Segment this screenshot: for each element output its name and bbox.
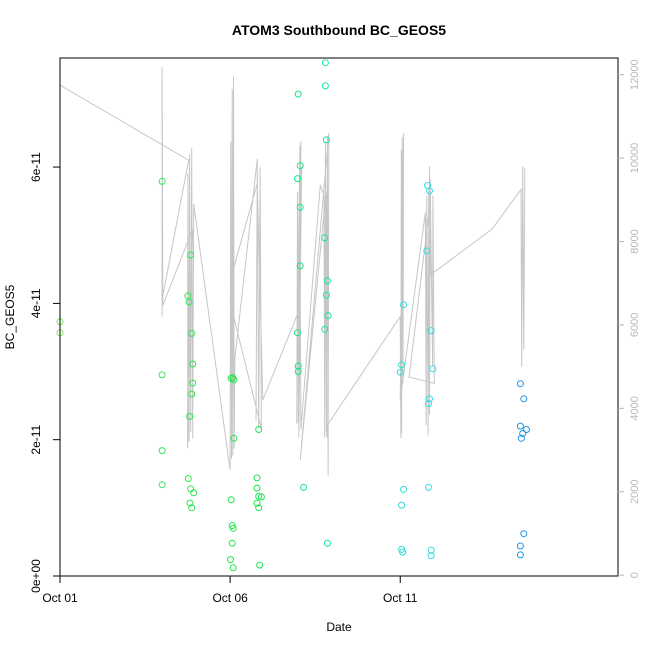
data-point (158, 447, 166, 455)
data-point (190, 489, 198, 497)
data-point (321, 325, 329, 333)
data-point (257, 493, 265, 501)
data-point (294, 362, 302, 370)
chart-title: ATOM3 Southbound BC_GEOS5 (232, 22, 446, 38)
data-point (185, 298, 193, 306)
data-point (188, 504, 196, 512)
data-point (294, 90, 302, 98)
data-point (321, 234, 329, 242)
data-point (425, 400, 432, 408)
x-tick-label: Oct 06 (212, 591, 248, 605)
data-point (184, 475, 192, 482)
y-tick-label: 6e-11 (29, 152, 43, 182)
y2-tick-label: 12000 (629, 59, 641, 90)
data-point (296, 203, 304, 211)
data-point (398, 501, 406, 509)
data-point (516, 542, 524, 550)
data-point (255, 426, 263, 433)
data-point (255, 504, 263, 512)
data-point (523, 426, 530, 433)
data-point (294, 175, 301, 183)
data-point (253, 499, 261, 507)
y-axis-label: BC_GEOS5 (3, 284, 17, 349)
data-point (321, 82, 329, 90)
data-point (520, 395, 528, 403)
data-point (158, 481, 166, 489)
y2-tick-label: 6000 (629, 313, 641, 337)
data-point (517, 434, 525, 442)
data-point (189, 379, 197, 387)
data-point (253, 484, 261, 492)
y-tick-label: 2e-11 (29, 424, 43, 454)
data-point (296, 162, 304, 170)
data-point (256, 561, 264, 569)
data-point (158, 177, 166, 185)
x-axis: Oct 01 Oct 06 Oct 11 (42, 576, 418, 605)
data-point (427, 327, 435, 335)
data-point (322, 136, 330, 144)
data-point (429, 365, 437, 373)
data-point (300, 483, 308, 491)
data-point (296, 262, 304, 270)
y2-axis: 0 2000 4000 6000 8000 10000 12000 (618, 59, 641, 578)
y2-tick-label: 8000 (629, 229, 641, 253)
data-point (427, 552, 435, 560)
data-point (519, 430, 527, 437)
data-point (323, 277, 331, 285)
data-point (425, 483, 432, 491)
data-point (396, 368, 404, 376)
data-point (189, 360, 197, 368)
data-points-layer (56, 59, 530, 572)
data-point (186, 413, 194, 420)
data-point (228, 539, 236, 547)
y-tick-label: 0e+00 (29, 559, 43, 593)
y2-tick-label: 4000 (629, 396, 641, 420)
data-point (321, 59, 329, 67)
data-point (423, 247, 431, 255)
y2-tick-label: 0 (629, 572, 641, 578)
data-point (227, 496, 235, 504)
y-tick-label: 4e-11 (29, 288, 43, 318)
data-point (230, 434, 238, 442)
data-point (323, 539, 331, 547)
y2-tick-label: 2000 (629, 480, 641, 504)
data-point (187, 251, 195, 259)
data-point (158, 371, 166, 379)
data-point (255, 492, 263, 500)
data-point (229, 564, 237, 572)
data-point (400, 485, 408, 493)
data-point (516, 422, 524, 430)
data-point (426, 187, 433, 195)
data-point (399, 548, 407, 556)
data-point (322, 291, 330, 299)
data-point (188, 329, 196, 337)
altitude-line-layer (59, 67, 526, 476)
data-point (227, 556, 234, 564)
altitude-series-line (59, 67, 526, 476)
data-point (253, 474, 261, 482)
data-point (186, 499, 194, 507)
plot-frame (59, 57, 619, 577)
data-point (516, 380, 524, 388)
data-point (400, 301, 408, 309)
data-point (294, 329, 301, 337)
data-point (516, 551, 524, 559)
y-axis: 0e+00 2e-11 4e-11 6e-11 (29, 152, 60, 593)
data-point (520, 530, 528, 538)
x-axis-label: Date (326, 620, 352, 634)
data-point (294, 368, 302, 375)
data-point (188, 390, 196, 398)
data-point (324, 312, 332, 320)
x-tick-label: Oct 01 (42, 591, 78, 605)
data-point (426, 395, 433, 403)
data-point (229, 524, 237, 532)
data-point (398, 361, 406, 369)
y2-tick-label: 10000 (629, 143, 641, 174)
data-point (230, 376, 238, 384)
data-point (187, 485, 195, 493)
x-tick-label: Oct 11 (383, 591, 418, 605)
